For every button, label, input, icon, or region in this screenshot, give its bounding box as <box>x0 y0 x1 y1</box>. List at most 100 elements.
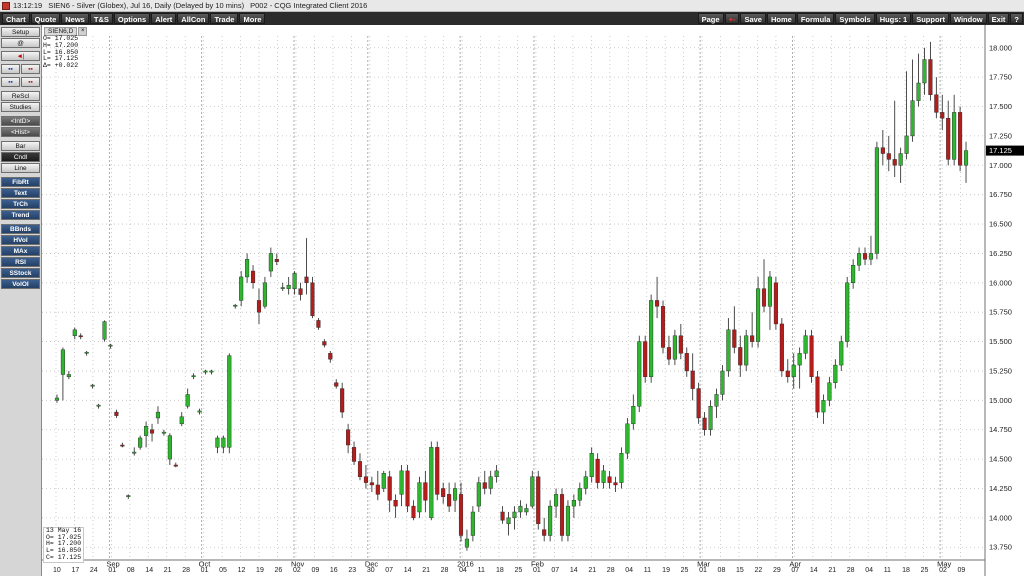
support-button[interactable]: Support <box>912 13 949 24</box>
x-tick-label: 28 <box>847 567 855 574</box>
zoom-in-icon[interactable]: ▪▪ <box>1 64 20 74</box>
time-and-sales-button[interactable]: T&S <box>89 13 113 24</box>
x-tick-label: 21 <box>422 567 430 574</box>
cursor-date: 13 May 16 <box>46 527 82 534</box>
scroll-back-icon[interactable]: ◄| <box>1 51 40 61</box>
y-tick-label: 17.500 <box>989 102 1012 111</box>
candle-up <box>631 406 636 425</box>
max-study-button[interactable]: MAx <box>1 246 40 256</box>
candle-down <box>256 300 262 313</box>
close-tab-icon[interactable]: × <box>78 27 88 36</box>
candle-up <box>179 416 184 425</box>
candle-down <box>536 476 541 524</box>
trend-tool-button[interactable]: Trend <box>1 210 40 220</box>
setup-button[interactable]: Setup <box>1 27 40 37</box>
candle-down <box>251 270 256 284</box>
x-tick-label: 11 <box>644 567 651 574</box>
x-tick-label: 04 <box>625 567 633 574</box>
sstock-study-button[interactable]: SStock <box>1 268 40 278</box>
save-button[interactable]: Save <box>740 13 766 24</box>
candle-up <box>524 508 529 513</box>
page-arrows-button[interactable]: +- <box>724 13 740 24</box>
candle-down <box>958 112 963 166</box>
x-tick-label: 14 <box>145 567 153 574</box>
trade-button[interactable]: Trade <box>210 13 239 24</box>
hvol-study-button[interactable]: HVol <box>1 235 40 245</box>
cursor-low: L= 16.850 <box>46 547 82 555</box>
fibrt-study-button[interactable]: FibRt <box>1 177 40 187</box>
line-type-button[interactable]: Line <box>1 163 40 173</box>
candle-up <box>720 370 725 395</box>
intraday-button[interactable]: <IntD> <box>1 116 40 126</box>
options-button[interactable]: Options <box>113 13 151 24</box>
chart-tab[interactable]: SIEN6,D <box>44 27 78 36</box>
y-tick-label: 17.000 <box>989 161 1012 170</box>
candle-up <box>571 500 576 507</box>
trch-tool-button[interactable]: TrCh <box>1 199 40 209</box>
more-button[interactable]: More <box>239 13 266 24</box>
x-tick-label: 30 <box>367 567 375 574</box>
candle-down <box>809 335 814 378</box>
expand-icon[interactable]: ▪▪ <box>21 77 40 87</box>
exit-button[interactable]: Exit <box>987 13 1010 24</box>
symbols-button[interactable]: Symbols <box>835 13 875 24</box>
candle-up <box>845 282 850 342</box>
candle-type-button[interactable]: Cndl <box>1 152 40 162</box>
help-button[interactable]: ? <box>1010 13 1023 24</box>
formula-button[interactable]: Formula <box>796 13 835 24</box>
candle-up <box>464 538 469 548</box>
candle-up <box>767 276 772 307</box>
candle-up <box>239 276 244 301</box>
historical-button[interactable]: <Hist> <box>1 127 40 137</box>
candle-up <box>565 505 570 536</box>
y-tick-label: 16.750 <box>989 190 1012 199</box>
candle-down <box>643 341 648 378</box>
allcon-button[interactable]: AllCon <box>177 13 210 24</box>
news-button[interactable]: News <box>61 13 89 24</box>
candle-up <box>280 287 285 289</box>
quote-button[interactable]: Quote <box>30 13 61 24</box>
rescale-button[interactable]: ReScl <box>1 91 40 101</box>
price-chart[interactable]: 13.750 14.000 14.250 14.500 14.750 15.000 15.2… <box>42 25 1024 576</box>
hugs-button[interactable]: Hugs: 1 <box>875 13 912 24</box>
x-tick-label: 28 <box>441 567 449 574</box>
rsi-study-button[interactable]: RSI <box>1 257 40 267</box>
x-tick-label: 14 <box>810 567 818 574</box>
candle-up <box>583 476 588 489</box>
text-tool-button[interactable]: Text <box>1 188 40 198</box>
cursor-icon[interactable]: @ <box>1 38 40 48</box>
page-button[interactable]: Page <box>697 13 724 24</box>
zoom-out-icon[interactable]: ▪▪ <box>21 64 40 74</box>
x-tick-label: 24 <box>90 567 98 574</box>
chart-button[interactable]: Chart <box>2 13 30 24</box>
candle-up <box>791 364 796 378</box>
voloi-study-button[interactable]: VolOI <box>1 279 40 289</box>
candle-up <box>417 482 422 513</box>
candle-up <box>132 451 137 454</box>
x-tick-label: 22 <box>754 567 762 574</box>
window-titlebar: 13:12:19 SIEN6 - Silver (Globex), Jul 16… <box>0 0 1024 12</box>
candle-up <box>649 300 654 378</box>
candle-down <box>862 253 868 260</box>
alert-button[interactable]: Alert <box>151 13 177 24</box>
y-tick-label: 17.750 <box>989 73 1012 82</box>
month-label: Oct <box>199 560 212 569</box>
candle-up <box>144 425 149 436</box>
candle-up <box>488 476 493 489</box>
candle-up <box>910 100 915 137</box>
candle-up <box>126 495 131 497</box>
compress-icon[interactable]: ▪▪ <box>1 77 20 87</box>
home-button[interactable]: Home <box>766 13 796 24</box>
studies-button[interactable]: Studies <box>1 102 40 112</box>
window-button[interactable]: Window <box>949 13 987 24</box>
candle-up <box>839 341 844 366</box>
month-label: Sep <box>106 560 119 569</box>
candle-up <box>221 437 226 448</box>
bar-type-button[interactable]: Bar <box>1 141 40 151</box>
candle-up <box>548 505 553 536</box>
y-tick-label: 13.750 <box>989 543 1012 552</box>
clock-time: 13:12:19 <box>13 1 43 10</box>
y-tick-label: 15.000 <box>989 396 1012 405</box>
bbnds-study-button[interactable]: BBnds <box>1 224 40 234</box>
candle-down <box>613 482 618 486</box>
